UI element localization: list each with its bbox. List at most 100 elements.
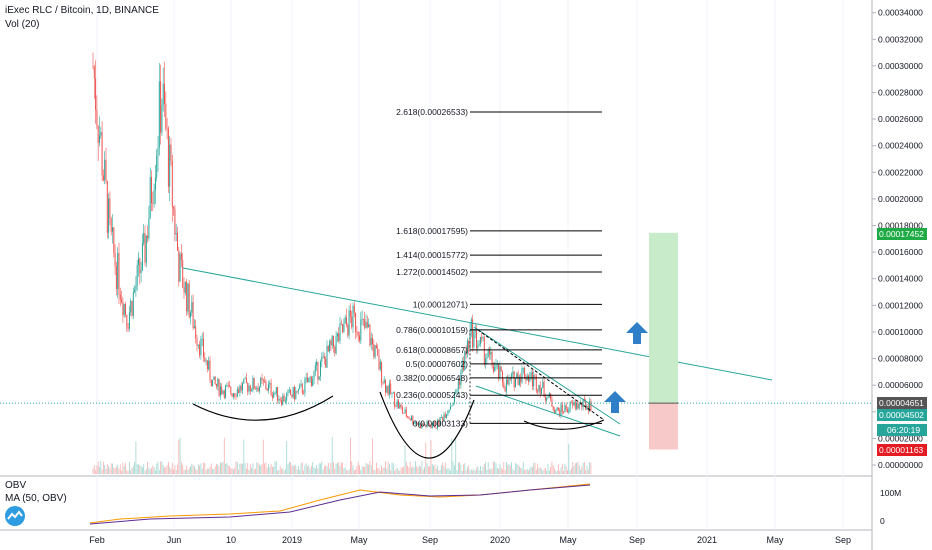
candle-body xyxy=(157,147,159,156)
volume-bar xyxy=(93,465,95,474)
candle-body xyxy=(217,379,219,387)
volume-bar xyxy=(405,461,407,474)
candle-body xyxy=(505,379,507,392)
candle-body xyxy=(278,399,280,401)
volume-bar xyxy=(166,464,168,474)
candle-body xyxy=(370,338,372,346)
volume-bar xyxy=(547,463,549,474)
candle-body xyxy=(248,385,250,392)
candle-body xyxy=(395,406,397,407)
volume-bar xyxy=(201,468,203,474)
volume-bar xyxy=(447,467,449,474)
volume-bar xyxy=(272,466,273,474)
candle-body xyxy=(125,304,126,315)
volume-bar xyxy=(292,465,294,474)
candle-body xyxy=(520,376,522,383)
candle-body xyxy=(396,400,398,407)
candle-body xyxy=(360,319,362,341)
volume-bar xyxy=(563,470,564,474)
volume-bar xyxy=(480,465,481,474)
candle-body xyxy=(295,390,297,400)
candle-body xyxy=(284,400,286,402)
volume-bar xyxy=(132,465,134,474)
candle-body xyxy=(326,346,328,368)
candle-body xyxy=(450,406,451,410)
volume-bar xyxy=(190,466,191,474)
volume-bar xyxy=(105,468,107,474)
volume-bar xyxy=(269,466,271,474)
time-tick-label: Sep xyxy=(835,535,851,545)
candle-body xyxy=(178,250,180,282)
candle-body xyxy=(461,361,463,373)
volume-bar xyxy=(424,467,425,474)
volume-bar xyxy=(560,467,562,474)
volume-bar xyxy=(281,468,282,474)
candle-body xyxy=(561,404,563,412)
candle-body xyxy=(138,258,139,266)
candle-body xyxy=(93,66,95,79)
volume-bar xyxy=(582,462,584,474)
volume-bar xyxy=(457,462,459,474)
candle-body xyxy=(144,233,146,263)
volume-bar xyxy=(247,462,249,474)
candle-body xyxy=(283,395,285,402)
volume-bar xyxy=(539,467,541,474)
volume-bar xyxy=(299,469,301,474)
candle-body xyxy=(468,340,470,350)
candle-body xyxy=(377,348,379,356)
volume-bar xyxy=(147,461,148,474)
volume-bar xyxy=(532,467,533,474)
candle-body xyxy=(413,423,415,424)
candle-body xyxy=(481,336,483,339)
price-tick-label: 0.00034000 xyxy=(878,8,923,18)
volume-bar xyxy=(574,463,576,474)
volume-bar xyxy=(229,466,230,474)
volume-bar xyxy=(584,462,585,474)
candle-body xyxy=(515,378,516,388)
candle-body xyxy=(335,335,337,354)
candle-body xyxy=(466,340,468,354)
candle-body xyxy=(258,386,260,392)
volume-bar xyxy=(572,462,574,474)
volume-bar xyxy=(153,467,155,474)
candle-body xyxy=(403,412,405,414)
price-tick-label: 0.00018000 xyxy=(878,221,923,231)
price-candles xyxy=(92,52,592,431)
candle-body xyxy=(473,330,475,348)
candle-body xyxy=(340,323,342,325)
volume-bar xyxy=(422,469,424,474)
candle-body xyxy=(251,390,253,392)
candle-body xyxy=(550,393,552,399)
candle-body xyxy=(364,319,366,328)
chart-title: iExec RLC / Bitcoin, 1D, BINANCE xyxy=(5,5,159,16)
candle-body xyxy=(434,421,436,428)
candle-body xyxy=(252,378,254,391)
candle-body xyxy=(131,301,133,316)
volume-bar xyxy=(220,462,221,474)
candle-body xyxy=(105,159,107,182)
volume-bar xyxy=(173,469,174,474)
candle-body xyxy=(546,397,548,401)
candle-body xyxy=(307,377,308,383)
volume-bar xyxy=(207,468,208,474)
candle-body xyxy=(544,396,546,401)
candle-body xyxy=(452,402,454,406)
volume-bar xyxy=(363,466,364,474)
candle-body xyxy=(530,372,532,378)
candle-body xyxy=(485,358,487,364)
cup-arc xyxy=(379,391,475,459)
candle-body xyxy=(208,360,210,370)
volume-bar xyxy=(470,469,472,474)
candle-body xyxy=(153,190,155,204)
candle-body xyxy=(453,393,455,403)
volume-bar xyxy=(121,470,122,474)
volume-bar xyxy=(428,466,429,474)
volume-bar xyxy=(429,466,431,474)
volume-bar xyxy=(546,470,548,474)
candle-body xyxy=(490,352,492,355)
candle-body xyxy=(314,365,316,372)
candle-body xyxy=(136,265,138,286)
tradingview-logo-icon[interactable] xyxy=(4,505,26,527)
candle-body xyxy=(422,423,424,426)
